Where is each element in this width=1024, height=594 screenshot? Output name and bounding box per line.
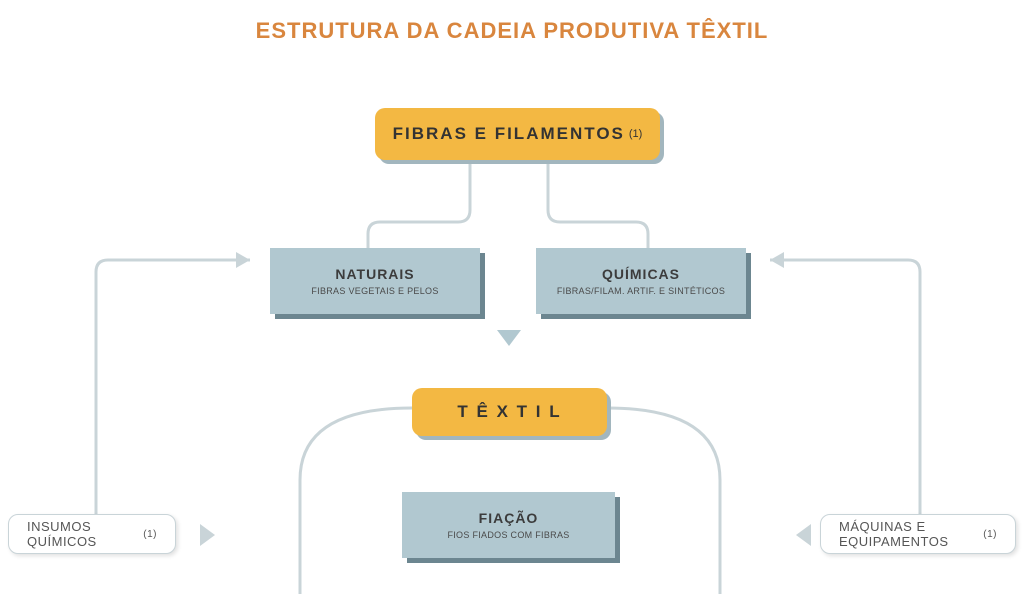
node-fibras-label: FIBRAS E FILAMENTOS [393,124,625,144]
arrow-down-icon [497,330,521,346]
node-naturais-title: NATURAIS [335,266,414,282]
arrow-left-icon [796,524,811,546]
node-naturais: NATURAIS FIBRAS VEGETAIS E PELOS [270,248,480,314]
node-fibras-filamentos: FIBRAS E FILAMENTOS (1) [375,108,660,160]
node-fibras-footnote: (1) [629,128,642,140]
node-quimicas: QUÍMICAS FIBRAS/FILAM. ARTIF. E SINTÉTIC… [536,248,746,314]
side-left-label: INSUMOS QUÍMICOS [27,519,141,549]
side-left-footnote: (1) [143,529,157,540]
side-node-maquinas-equipamentos: MÁQUINAS E EQUIPAMENTOS (1) [820,514,1016,554]
arrow-right-icon [200,524,215,546]
node-textil-label: T Ê X T I L [457,402,561,422]
node-naturais-sub: FIBRAS VEGETAIS E PELOS [311,286,438,296]
node-quimicas-sub: FIBRAS/FILAM. ARTIF. E SINTÉTICOS [557,286,725,296]
node-fiacao-title: FIAÇÃO [479,510,539,526]
node-quimicas-title: QUÍMICAS [602,266,680,282]
node-fiacao: FIAÇÃO FIOS FIADOS COM FIBRAS [402,492,615,558]
side-right-label: MÁQUINAS E EQUIPAMENTOS [839,519,981,549]
node-fiacao-sub: FIOS FIADOS COM FIBRAS [447,530,569,540]
side-right-footnote: (1) [983,529,997,540]
side-node-insumos-quimicos: INSUMOS QUÍMICOS (1) [8,514,176,554]
node-textil: T Ê X T I L [412,388,607,436]
